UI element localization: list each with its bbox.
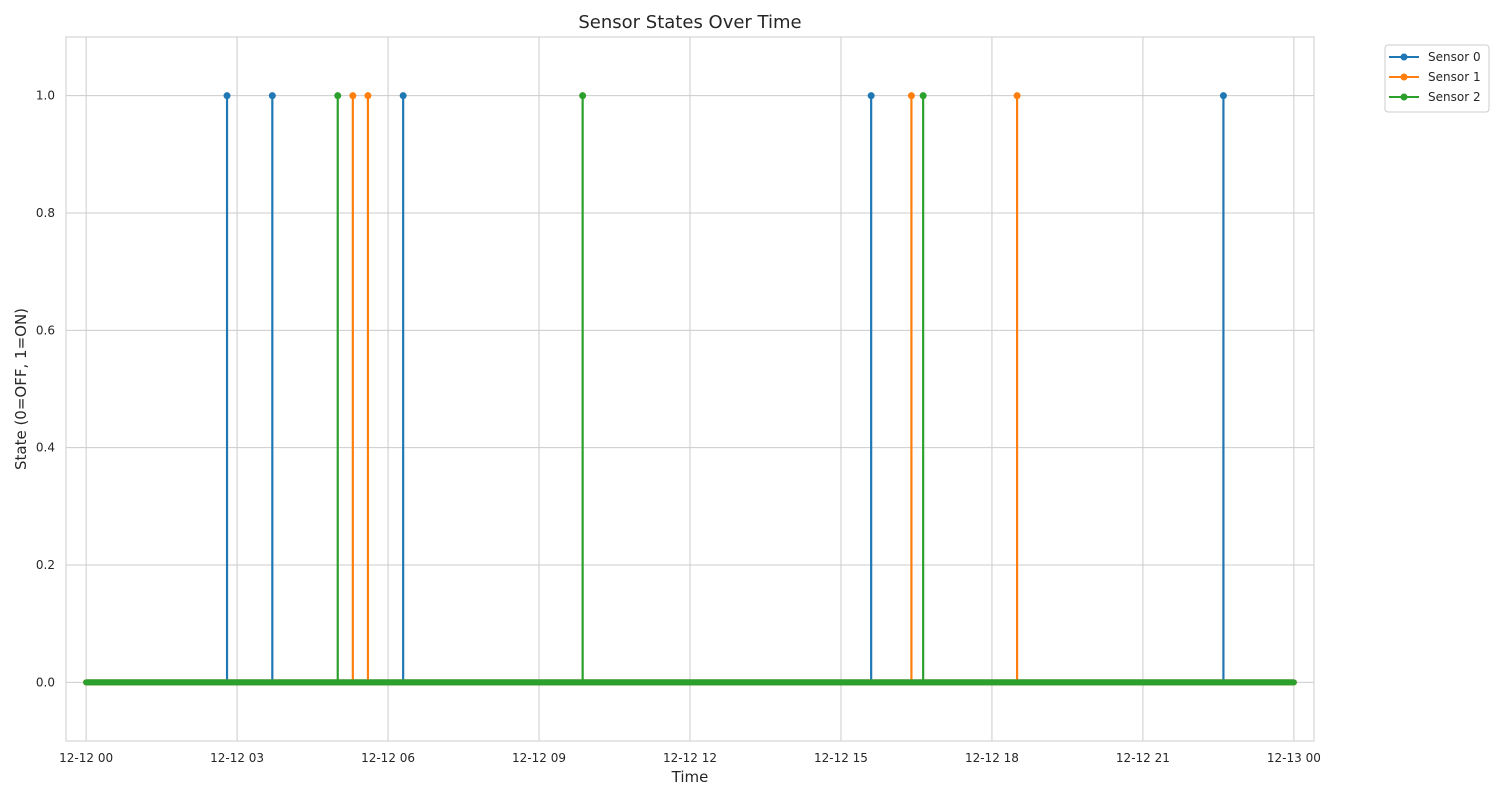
y-tick-label: 0.2 (36, 558, 55, 572)
x-tick-label: 12-12 15 (814, 751, 868, 765)
tick-layer: 12-12 00 12-12 03 12-12 06 12-12 09 12-12 12… (36, 89, 1321, 765)
legend-label: Sensor 1 (1428, 70, 1481, 84)
y-axis-label: State (0=OFF, 1=ON) (12, 308, 30, 470)
y-tick-label: 0.6 (36, 323, 55, 337)
on-marker (334, 92, 342, 100)
on-marker (867, 92, 875, 100)
x-tick-label: 12-12 06 (361, 751, 415, 765)
grid-layer (66, 37, 1314, 741)
x-tick-label: 12-13 00 (1267, 751, 1321, 765)
on-marker (919, 92, 927, 100)
x-tick-label: 12-12 18 (965, 751, 1019, 765)
plot-frame (65, 36, 1315, 742)
y-tick-label: 0.8 (36, 206, 55, 220)
on-marker (349, 92, 357, 100)
legend-label: Sensor 2 (1428, 90, 1481, 104)
y-tick-label: 0.0 (36, 675, 55, 689)
x-tick-label: 12-12 21 (1116, 751, 1170, 765)
series-2 (83, 92, 1297, 686)
legend-marker (1400, 93, 1408, 101)
series-layer (83, 92, 1297, 686)
on-marker (579, 92, 587, 100)
legend: Sensor 0 Sensor 1 Sensor 2 (1384, 44, 1490, 113)
legend-marker (1400, 73, 1408, 81)
legend-label: Sensor 0 (1428, 50, 1481, 64)
on-marker (399, 92, 407, 100)
on-marker (1219, 92, 1227, 100)
chart-title: Sensor States Over Time (578, 12, 801, 33)
x-axis-label: Time (671, 768, 709, 786)
on-marker (223, 92, 231, 100)
x-tick-label: 12-12 03 (210, 751, 264, 765)
x-tick-label: 12-12 12 (663, 751, 717, 765)
legend-box (1384, 44, 1490, 113)
y-tick-label: 0.4 (36, 441, 55, 455)
x-tick-label: 12-12 00 (59, 751, 113, 765)
legend-marker (1400, 53, 1408, 61)
y-tick-label: 1.0 (36, 89, 55, 103)
on-marker (364, 92, 372, 100)
on-marker (907, 92, 915, 100)
x-tick-label: 12-12 09 (512, 751, 566, 765)
on-marker (268, 92, 276, 100)
on-marker (1013, 92, 1021, 100)
